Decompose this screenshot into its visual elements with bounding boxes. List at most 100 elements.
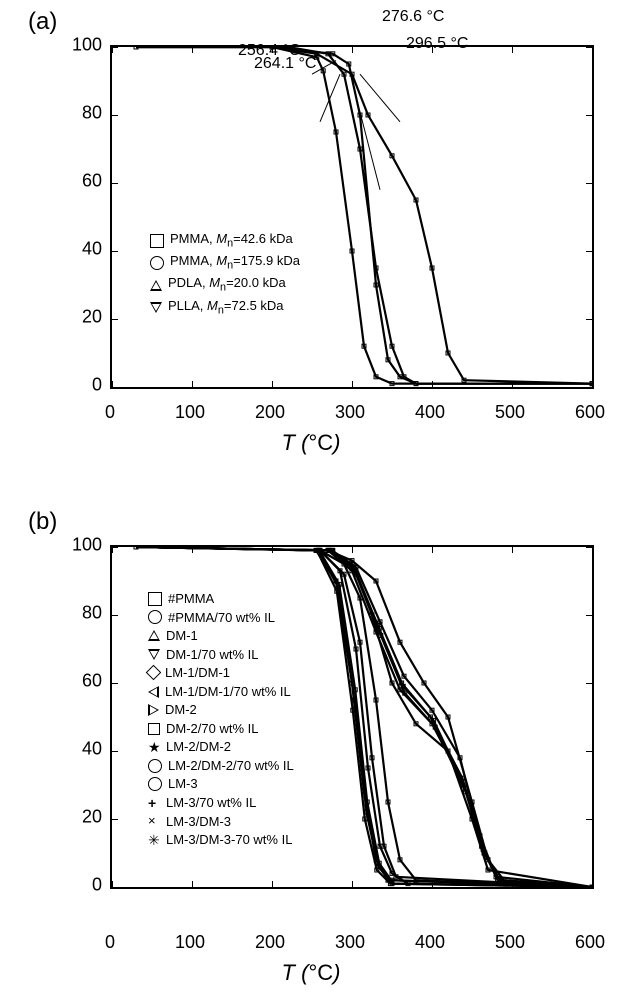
- xtick: 100: [175, 402, 205, 423]
- legend-item: LM-3: [148, 775, 294, 793]
- xtick: 200: [255, 402, 285, 423]
- panel-a-yticks: 020406080100: [74, 45, 106, 385]
- legend-marker-icon: ★: [148, 741, 160, 753]
- legend-marker-icon: [148, 777, 162, 791]
- panel-a-xlabel: T (°C): [282, 430, 341, 456]
- legend-label: LM-2/DM-2/70 wt% IL: [168, 757, 294, 775]
- legend-marker-icon: [148, 649, 160, 660]
- ytick: 80: [82, 103, 102, 124]
- legend-label: LM-1/DM-1/70 wt% IL: [165, 683, 291, 701]
- legend-item: ★ LM-2/DM-2: [148, 738, 294, 756]
- legend-marker-icon: [148, 686, 159, 698]
- legend-item: DM-1: [148, 627, 294, 645]
- xtick: 500: [495, 402, 525, 423]
- curve: [136, 47, 592, 384]
- panel-a-xticks: 0100200300400500600: [110, 402, 590, 422]
- legend-item: LM-1/DM-1: [148, 664, 294, 682]
- legend-marker-icon: [148, 704, 159, 716]
- legend-marker-icon: [150, 280, 162, 291]
- legend-marker-icon: [148, 630, 160, 641]
- legend-marker-icon: [150, 302, 162, 313]
- ytick: 40: [82, 739, 102, 760]
- ytick: 60: [82, 171, 102, 192]
- annotation: 296.5 °C: [406, 35, 468, 53]
- legend-label: LM-3/DM-3: [166, 813, 231, 831]
- legend-marker-icon: ✳: [148, 834, 160, 846]
- legend-marker-icon: [148, 759, 162, 773]
- legend-label: PLLA, Mn=72.5 kDa: [168, 297, 284, 318]
- legend-item: DM-2/70 wt% IL: [148, 720, 294, 738]
- curve: [136, 47, 592, 384]
- legend-item: ✳ LM-3/DM-3-70 wt% IL: [148, 831, 294, 849]
- ytick: 80: [82, 603, 102, 624]
- panel-b-label: (b): [28, 508, 57, 536]
- panel-a-legend: PMMA, Mn=42.6 kDaPMMA, Mn=175.9 kDaPDLA,…: [150, 230, 300, 319]
- legend-item: PMMA, Mn=42.6 kDa: [150, 230, 300, 251]
- panel-b-yticks: 020406080100: [74, 545, 106, 885]
- xtick: 300: [335, 402, 365, 423]
- legend-label: #PMMA/70 wt% IL: [168, 609, 275, 627]
- annotation: 264.1 °C: [254, 55, 316, 73]
- panel-a: (a) Residual weight (%) 020406080100 010…: [20, 0, 602, 470]
- legend-marker-icon: [148, 610, 162, 624]
- xtick: 600: [575, 402, 605, 423]
- ytick: 40: [82, 239, 102, 260]
- legend-label: #PMMA: [168, 590, 214, 608]
- legend-label: PDLA, Mn=20.0 kDa: [168, 274, 286, 295]
- legend-item: #PMMA/70 wt% IL: [148, 609, 294, 627]
- legend-item: LM-1/DM-1/70 wt% IL: [148, 683, 294, 701]
- panel-b-xlabel: T (°C): [282, 960, 341, 986]
- legend-item: PMMA, Mn=175.9 kDa: [150, 252, 300, 273]
- curve: [136, 47, 592, 384]
- xtick: 600: [575, 932, 605, 953]
- legend-item: PDLA, Mn=20.0 kDa: [150, 274, 300, 295]
- ytick: 0: [92, 875, 102, 896]
- ytick: 100: [72, 35, 102, 56]
- legend-item: PLLA, Mn=72.5 kDa: [150, 297, 300, 318]
- legend-label: LM-3: [168, 775, 198, 793]
- legend-marker-icon: [148, 592, 162, 606]
- legend-label: LM-3/70 wt% IL: [166, 794, 256, 812]
- legend-label: DM-2: [165, 701, 197, 719]
- ytick: 60: [82, 671, 102, 692]
- legend-label: DM-2/70 wt% IL: [166, 720, 258, 738]
- panel-b-xticks: 0100200300400500600: [110, 932, 590, 952]
- xtick: 300: [335, 932, 365, 953]
- annotation: 276.6 °C: [382, 8, 444, 26]
- xtick: 0: [105, 402, 115, 423]
- panel-a-plot: [110, 45, 594, 389]
- ytick: 0: [92, 375, 102, 396]
- ytick: 100: [72, 535, 102, 556]
- legend-label: LM-1/DM-1: [165, 664, 230, 682]
- ytick: 20: [82, 307, 102, 328]
- legend-marker-icon: ×: [148, 815, 160, 827]
- legend-marker-icon: [150, 234, 164, 248]
- panel-a-label: (a): [28, 8, 57, 36]
- xtick: 400: [415, 932, 445, 953]
- panel-b: (b) Residual weight (%) 020406080100 010…: [20, 500, 602, 1000]
- legend-label: PMMA, Mn=42.6 kDa: [170, 230, 293, 251]
- legend-item: DM-2: [148, 701, 294, 719]
- legend-marker-icon: [150, 256, 164, 270]
- legend-item: DM-1/70 wt% IL: [148, 646, 294, 664]
- panel-b-legend: #PMMA#PMMA/70 wt% ILDM-1DM-1/70 wt% ILLM…: [148, 590, 294, 850]
- legend-item: LM-2/DM-2/70 wt% IL: [148, 757, 294, 775]
- legend-item: #PMMA: [148, 590, 294, 608]
- legend-item: × LM-3/DM-3: [148, 813, 294, 831]
- panel-a-curves: [112, 47, 592, 387]
- legend-label: LM-3/DM-3-70 wt% IL: [166, 831, 292, 849]
- legend-label: DM-1/70 wt% IL: [166, 646, 258, 664]
- legend-marker-icon: +: [148, 797, 160, 809]
- curve: [136, 47, 592, 384]
- xtick: 500: [495, 932, 525, 953]
- legend-item: + LM-3/70 wt% IL: [148, 794, 294, 812]
- legend-label: PMMA, Mn=175.9 kDa: [170, 252, 300, 273]
- legend-marker-icon: [148, 723, 160, 735]
- legend-label: LM-2/DM-2: [166, 738, 231, 756]
- xtick: 400: [415, 402, 445, 423]
- xtick: 200: [255, 932, 285, 953]
- legend-marker-icon: [146, 665, 162, 681]
- xtick: 100: [175, 932, 205, 953]
- xtick: 0: [105, 932, 115, 953]
- ytick: 20: [82, 807, 102, 828]
